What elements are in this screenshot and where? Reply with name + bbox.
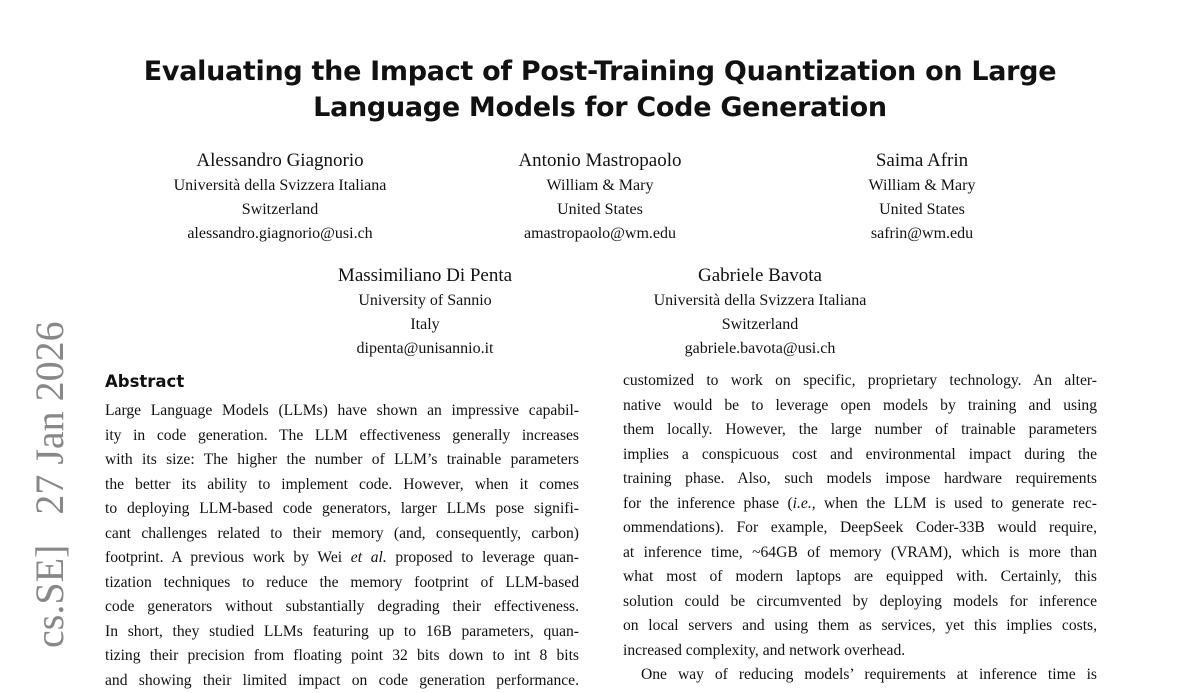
- author-name: Saima Afrin: [762, 148, 1082, 174]
- author-country: Italy: [265, 313, 585, 337]
- author-name: Alessandro Giagnorio: [120, 148, 440, 174]
- author-country: United States: [440, 198, 760, 222]
- author-country: United States: [762, 198, 1082, 222]
- text-line: ity in code generation. The LLM effectiv…: [105, 424, 579, 449]
- text-line: for the inference phase (i.e., when the …: [623, 492, 1097, 517]
- text-line: solution could be circumvented by deploy…: [623, 590, 1097, 615]
- text-line: at inference time, ~64GB of memory (VRAM…: [623, 541, 1097, 566]
- author-email: alessandro.giagnorio@usi.ch: [120, 222, 440, 246]
- text-line: and showing their limited impact on code…: [105, 669, 579, 693]
- author-affiliation: William & Mary: [762, 174, 1082, 198]
- author-email: amastropaolo@wm.edu: [440, 222, 760, 246]
- text-line: code generators without substantially de…: [105, 595, 579, 620]
- text-line: tization techniques to reduce the memory…: [105, 571, 579, 596]
- author-email: safrin@wm.edu: [762, 222, 1082, 246]
- title-line: Language Models for Code Generation: [0, 90, 1200, 126]
- text-line: footprint. A previous work by Wei et al.…: [105, 546, 579, 571]
- author-block: Saima Afrin William & Mary United States…: [762, 148, 1082, 246]
- text-line: with its size: The higher the number of …: [105, 448, 579, 473]
- author-affiliation: University of Sannio: [265, 289, 585, 313]
- text-line: customized to work on specific, propriet…: [623, 369, 1097, 394]
- author-block: Gabriele Bavota Università della Svizzer…: [600, 263, 920, 361]
- author-country: Switzerland: [600, 313, 920, 337]
- text-line: on local servers and using them as servi…: [623, 614, 1097, 639]
- author-affiliation: Università della Svizzera Italiana: [600, 289, 920, 313]
- text-line: cant challenges related to their memory …: [105, 522, 579, 547]
- author-name: Antonio Mastropaolo: [440, 148, 760, 174]
- author-affiliation: Università della Svizzera Italiana: [120, 174, 440, 198]
- text-line: to deploying LLM-based code generators, …: [105, 497, 579, 522]
- text-line: One way of reducing models’ requirements…: [623, 663, 1097, 688]
- paper-title: Evaluating the Impact of Post-Training Q…: [0, 54, 1200, 126]
- author-block: Antonio Mastropaolo William & Mary Unite…: [440, 148, 760, 246]
- author-name: Massimiliano Di Penta: [265, 263, 585, 289]
- author-email: dipenta@unisannio.it: [265, 337, 585, 361]
- text-line: native would be to leverage open models …: [623, 394, 1097, 419]
- arxiv-side-label: cs.SE] 27 Jan 2026: [28, 321, 72, 648]
- text-line: ommendations). For example, DeepSeek Cod…: [623, 516, 1097, 541]
- author-country: Switzerland: [120, 198, 440, 222]
- abstract-body: Large Language Models (LLMs) have shown …: [105, 399, 579, 693]
- author-name: Gabriele Bavota: [600, 263, 920, 289]
- text-line: training phase. Also, such models impose…: [623, 467, 1097, 492]
- text-line: implies a conspicuous cost and environme…: [623, 443, 1097, 468]
- text-line: them locally. However, the large number …: [623, 418, 1097, 443]
- intro-body: customized to work on specific, propriet…: [623, 369, 1097, 688]
- title-line: Evaluating the Impact of Post-Training Q…: [0, 54, 1200, 90]
- author-email: gabriele.bavota@usi.ch: [600, 337, 920, 361]
- text-line: Large Language Models (LLMs) have shown …: [105, 399, 579, 424]
- text-line: what most of modern laptops are equipped…: [623, 565, 1097, 590]
- text-line: In short, they studied LLMs featuring up…: [105, 620, 579, 645]
- text-line: the better its ability to implement code…: [105, 473, 579, 498]
- text-line: increased complexity, and network overhe…: [623, 639, 1097, 664]
- author-block: Alessandro Giagnorio Università della Sv…: [120, 148, 440, 246]
- author-affiliation: William & Mary: [440, 174, 760, 198]
- abstract-heading: Abstract: [105, 372, 184, 391]
- author-block: Massimiliano Di Penta University of Sann…: [265, 263, 585, 361]
